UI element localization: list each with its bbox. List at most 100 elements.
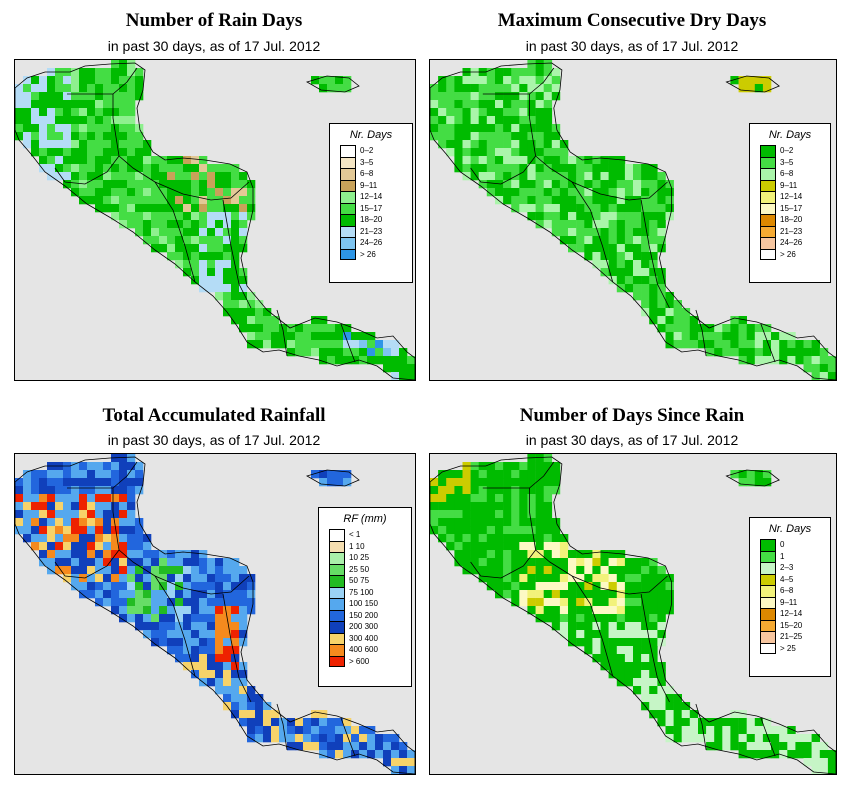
legend-title: RF (mm): [343, 513, 387, 525]
legend-entry: 1: [760, 550, 830, 562]
legend-label: 6–8: [780, 586, 794, 596]
legend-swatch: [329, 655, 345, 667]
legend-swatch: [760, 562, 776, 574]
legend-swatch: [340, 168, 356, 180]
legend-entry: 4–5: [760, 573, 830, 585]
legend-label: 9–11: [360, 180, 378, 190]
legend-entry: 0–2: [760, 145, 830, 157]
legend-label: > 26: [780, 249, 796, 259]
panel-subtitle: in past 30 days, as of 17 Jul. 2012: [525, 432, 739, 448]
legend-swatch: [329, 598, 345, 610]
legend-entry: < 1: [329, 529, 411, 541]
legend-swatch: [760, 550, 776, 562]
country-border: [112, 461, 138, 489]
legend-entry: 0–2: [340, 145, 412, 157]
country-border: [222, 593, 252, 703]
country-border: [571, 575, 614, 677]
legend-swatch: [329, 563, 345, 575]
panel-title: Number of Rain Days: [125, 10, 303, 31]
country-border: [760, 717, 776, 757]
legend-swatch: [760, 642, 776, 654]
legend-label: 150 200: [349, 610, 378, 620]
country-border: [340, 717, 356, 757]
coastline: [15, 456, 415, 774]
legend-entry: 3–5: [340, 156, 412, 168]
map-canvas: [430, 60, 836, 380]
legend-entry: 18–20: [340, 214, 412, 226]
legend-label: 12–14: [780, 609, 803, 619]
legend-label: 12–14: [360, 192, 383, 202]
legend-title: Nr. Days: [768, 129, 812, 141]
legend-entry: > 25: [760, 642, 830, 654]
legend-title: Nr. Days: [349, 129, 393, 141]
legend-swatch: [760, 214, 776, 226]
legend-label: 15–17: [360, 203, 383, 213]
island-outline: [305, 75, 360, 93]
legend-swatch: [760, 608, 776, 620]
legend-entry: 18–20: [760, 214, 830, 226]
country-border: [222, 199, 252, 309]
legend-entry: 75 100: [329, 586, 411, 598]
legend-entry: 6–8: [340, 168, 412, 180]
legend-entry: 21–25: [760, 631, 830, 643]
legend-label: 1 10: [349, 541, 365, 551]
legend-swatch: [329, 632, 345, 644]
country-border: [695, 703, 707, 751]
legend-label: 0–2: [360, 146, 374, 156]
legend-swatch: [760, 631, 776, 643]
legend-entry: > 26: [760, 248, 830, 260]
legend-swatch: [340, 156, 356, 168]
legend-swatch: [760, 596, 776, 608]
country-border: [695, 309, 707, 357]
coastline: [430, 62, 836, 380]
country-border: [470, 93, 537, 185]
legend-label: 6–8: [780, 169, 794, 179]
legend-label: 50 75: [349, 576, 370, 586]
legend-swatch: [760, 168, 776, 180]
legend-entry: 24–26: [340, 237, 412, 249]
legend-label: 21–23: [360, 226, 383, 236]
country-border: [118, 549, 250, 595]
country-border: [470, 487, 537, 579]
legend-swatch: [329, 609, 345, 621]
legend-rain-days: Nr. Days 0–2 3–5 6–8 9–11 12–14 15–17 18–20 21–2…: [329, 123, 413, 283]
legend-swatch: [760, 202, 776, 214]
legend-entry: 3–5: [760, 156, 830, 168]
legend-entry: > 26: [340, 248, 412, 260]
legend-label: 15–20: [780, 620, 803, 630]
legend-swatch: [760, 619, 776, 631]
panel-title: Maximum Consecutive Dry Days: [497, 10, 767, 31]
legend-label: > 600: [349, 656, 370, 666]
legend-swatch: [329, 552, 345, 564]
country-border: [529, 461, 555, 489]
legend-swatch: [329, 586, 345, 598]
legend-label: 9–11: [780, 180, 798, 190]
data-grid-cells: [430, 454, 836, 774]
coastline: [430, 456, 836, 774]
legend-swatch: [760, 145, 776, 157]
legend-dry-days: Nr. Days 0–2 3–5 6–8 9–11 12–14 15–17 18–20 21–2…: [749, 123, 831, 283]
legend-entry: 25 50: [329, 563, 411, 575]
country-border: [571, 181, 614, 283]
island-outline: [725, 75, 780, 93]
legend-swatch: [760, 156, 776, 168]
legend-label: 9–11: [780, 597, 798, 607]
legend-entry: 1 10: [329, 540, 411, 552]
country-border: [760, 323, 776, 363]
legend-label: 6–8: [360, 169, 374, 179]
legend-entry: 9–11: [760, 179, 830, 191]
legend-entry: 6–8: [760, 585, 830, 597]
legend-swatch: [340, 225, 356, 237]
country-border: [118, 155, 250, 201]
legend-swatch: [329, 529, 345, 541]
legend-label: 4–5: [780, 574, 794, 584]
legend-entry: 300 400: [329, 632, 411, 644]
legend-swatch: [340, 179, 356, 191]
country-border: [529, 67, 555, 95]
legend-label: 25 50: [349, 564, 370, 574]
legend-label: 15–17: [780, 203, 803, 213]
legend-label: 400 600: [349, 645, 378, 655]
legend-label: 24–26: [780, 238, 803, 248]
country-border: [535, 155, 668, 201]
country-border: [112, 67, 138, 95]
